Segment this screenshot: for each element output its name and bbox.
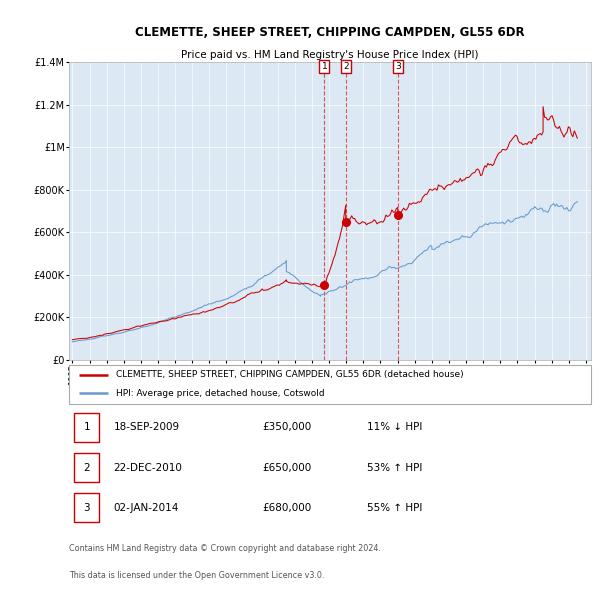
Text: 53% ↑ HPI: 53% ↑ HPI xyxy=(367,463,422,473)
Text: £650,000: £650,000 xyxy=(262,463,311,473)
Text: 1: 1 xyxy=(83,422,90,432)
Text: 02-JAN-2014: 02-JAN-2014 xyxy=(113,503,179,513)
Text: 2: 2 xyxy=(83,463,90,473)
Text: This data is licensed under the Open Government Licence v3.0.: This data is licensed under the Open Gov… xyxy=(69,571,325,580)
Text: 3: 3 xyxy=(83,503,90,513)
FancyBboxPatch shape xyxy=(74,453,99,482)
Text: 3: 3 xyxy=(395,62,401,71)
FancyBboxPatch shape xyxy=(69,365,591,404)
Text: HPI: Average price, detached house, Cotswold: HPI: Average price, detached house, Cots… xyxy=(116,389,325,398)
Text: CLEMETTE, SHEEP STREET, CHIPPING CAMPDEN, GL55 6DR (detached house): CLEMETTE, SHEEP STREET, CHIPPING CAMPDEN… xyxy=(116,371,464,379)
Text: £680,000: £680,000 xyxy=(262,503,311,513)
FancyBboxPatch shape xyxy=(74,493,99,522)
FancyBboxPatch shape xyxy=(74,413,99,442)
Text: 1: 1 xyxy=(322,62,327,71)
Text: 22-DEC-2010: 22-DEC-2010 xyxy=(113,463,182,473)
Text: Contains HM Land Registry data © Crown copyright and database right 2024.: Contains HM Land Registry data © Crown c… xyxy=(69,545,381,553)
Text: 11% ↓ HPI: 11% ↓ HPI xyxy=(367,422,422,432)
Text: CLEMETTE, SHEEP STREET, CHIPPING CAMPDEN, GL55 6DR: CLEMETTE, SHEEP STREET, CHIPPING CAMPDEN… xyxy=(135,26,525,39)
Text: 55% ↑ HPI: 55% ↑ HPI xyxy=(367,503,422,513)
Text: 18-SEP-2009: 18-SEP-2009 xyxy=(113,422,179,432)
Text: 2: 2 xyxy=(343,62,349,71)
Text: Price paid vs. HM Land Registry's House Price Index (HPI): Price paid vs. HM Land Registry's House … xyxy=(181,50,479,60)
Text: £350,000: £350,000 xyxy=(262,422,311,432)
